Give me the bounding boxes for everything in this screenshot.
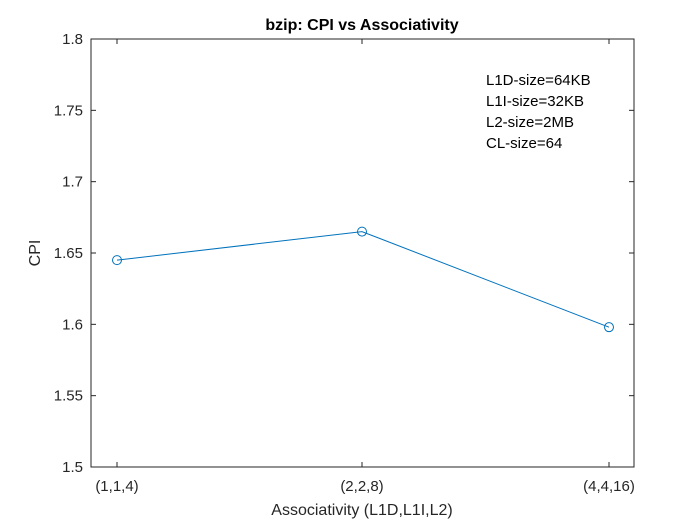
x-axis-label: Associativity (L1D,L1I,L2) bbox=[271, 502, 452, 519]
chart-title: bzip: CPI vs Associativity bbox=[265, 17, 458, 34]
x-tick-label: (4,4,16) bbox=[583, 478, 635, 495]
y-tick-label: 1.5 bbox=[62, 459, 83, 476]
y-tick-label: 1.75 bbox=[54, 102, 83, 119]
annotation-line: L2-size=2MB bbox=[486, 114, 574, 131]
series-layer bbox=[112, 226, 614, 333]
ticks-layer: 1.5 1.55 1.6 1.65 1.7 1.75 1.8 (1,1,4) (2,2,8) (4… bbox=[54, 31, 635, 495]
annotation-line: L1I-size=32KB bbox=[486, 93, 584, 110]
annotation-line: L1D-size=64KB bbox=[486, 72, 591, 89]
y-tick-label: 1.6 bbox=[62, 316, 83, 333]
data-point bbox=[357, 226, 367, 237]
y-tick-label: 1.7 bbox=[62, 174, 83, 191]
annotation-line: CL-size=64 bbox=[486, 135, 562, 152]
annotation-box: L1D-size=64KB L1I-size=32KB L2-size=2MB CL-… bbox=[486, 72, 591, 152]
y-tick-label: 1.65 bbox=[54, 245, 83, 262]
x-tick-label: (2,2,8) bbox=[340, 478, 383, 495]
y-tick-label: 1.55 bbox=[54, 388, 83, 405]
data-point bbox=[604, 322, 614, 333]
y-axis-label: CPI bbox=[27, 240, 44, 267]
series-line bbox=[116, 231, 610, 328]
y-tick-label: 1.8 bbox=[62, 31, 83, 48]
data-point bbox=[112, 255, 122, 266]
x-tick-label: (1,1,4) bbox=[95, 478, 138, 495]
